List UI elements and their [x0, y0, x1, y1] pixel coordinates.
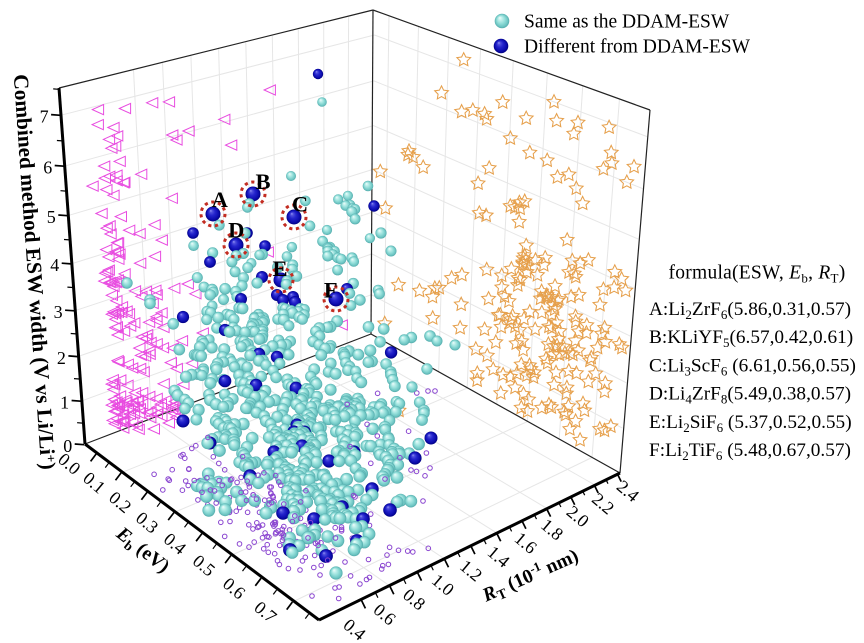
- svg-text:0.6: 0.6: [370, 599, 400, 629]
- svg-text:1.6: 1.6: [511, 528, 541, 558]
- svg-text:B:KLiYF5(6.57,0.42,0.61): B:KLiYF5(6.57,0.42,0.61): [649, 327, 853, 350]
- svg-text:0.6: 0.6: [219, 573, 249, 603]
- svg-text:0.8: 0.8: [399, 585, 429, 615]
- svg-text:F: F: [324, 278, 338, 303]
- svg-text:formula(ESW, Eb, RT): formula(ESW, Eb, RT): [669, 263, 846, 286]
- svg-text:6: 6: [43, 158, 52, 178]
- svg-text:A: A: [212, 187, 229, 212]
- svg-text:C:Li3ScF6 (6.61,0.56,0.55): C:Li3ScF6 (6.61,0.56,0.55): [649, 355, 856, 378]
- svg-text:7: 7: [40, 107, 49, 127]
- svg-text:E:Li2SiF6 (5.37,0.52,0.55): E:Li2SiF6 (5.37,0.52,0.55): [649, 412, 852, 435]
- svg-text:0.3: 0.3: [132, 508, 162, 538]
- svg-text:1: 1: [60, 393, 69, 413]
- svg-text:C: C: [292, 192, 308, 217]
- svg-text:F:Li2TiF6 (5.48,0.67,0.57): F:Li2TiF6 (5.48,0.67,0.57): [649, 440, 851, 463]
- svg-text:4: 4: [50, 255, 59, 275]
- svg-text:0.1: 0.1: [79, 468, 109, 498]
- svg-text:5: 5: [47, 207, 56, 227]
- svg-text:0: 0: [63, 436, 72, 456]
- svg-text:A:Li2ZrF6(5.86,0.31,0.57): A:Li2ZrF6(5.86,0.31,0.57): [649, 299, 851, 322]
- svg-text:0.2: 0.2: [105, 487, 135, 517]
- svg-text:0.7: 0.7: [250, 597, 280, 627]
- svg-text:2.2: 2.2: [588, 489, 618, 519]
- svg-text:1.2: 1.2: [456, 556, 486, 586]
- svg-text:2.0: 2.0: [563, 502, 593, 532]
- svg-text:1.8: 1.8: [537, 515, 567, 545]
- svg-text:1.4: 1.4: [484, 542, 514, 572]
- svg-text:1.0: 1.0: [428, 570, 458, 600]
- svg-text:Eb (eV): Eb (eV): [110, 523, 173, 579]
- svg-text:B: B: [255, 169, 270, 194]
- svg-text:2: 2: [57, 348, 66, 368]
- svg-text:0.5: 0.5: [189, 551, 219, 581]
- svg-text:D: D: [228, 217, 244, 242]
- svg-text:E: E: [272, 256, 287, 281]
- svg-text:Different from DDAM-ESW: Different from DDAM-ESW: [524, 37, 751, 58]
- svg-text:Same as the DDAM-ESW: Same as the DDAM-ESW: [524, 12, 730, 33]
- svg-text:D:Li4ZrF8(5.49,0.38,0.57): D:Li4ZrF8(5.49,0.38,0.57): [649, 384, 851, 407]
- svg-text:3: 3: [54, 302, 63, 322]
- svg-text:0.4: 0.4: [340, 615, 370, 643]
